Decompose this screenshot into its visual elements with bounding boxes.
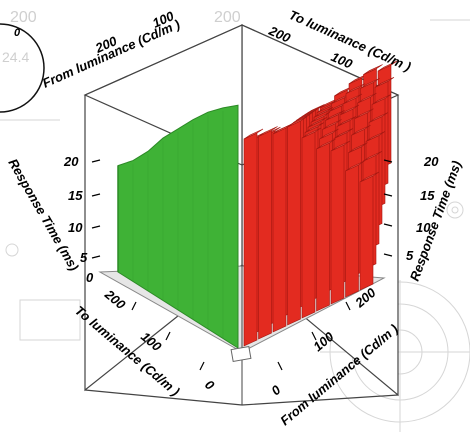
red-bar-top [345,160,365,172]
left-vertical-tick-0: 0 [86,270,94,285]
red-bar-top [374,77,395,88]
red-bar-top [357,92,377,104]
bottom-left-edge [84,389,243,406]
red-bar-top [348,142,368,153]
right-vertical-tick-20: 20 [423,154,439,169]
tick-mark [311,331,317,341]
red-bar-face [330,144,345,305]
red-bar-top [322,119,342,130]
tick-mark [91,255,101,259]
tick-mark [131,301,137,311]
red-bar-face [345,164,359,298]
red-bar-face [287,120,301,326]
tick-mark [383,193,393,197]
red-bar-top [313,107,334,118]
background-mark-2: 200 [214,9,241,26]
red-bar-top [316,138,336,150]
red-bar-top [359,171,380,183]
red-bar-top [371,94,392,105]
right-vertical-tick-10: 10 [416,220,431,235]
tick-mark [383,159,393,163]
red-bar-face [301,131,316,319]
red-bar-face [272,127,287,333]
red-bar-top [345,83,366,94]
background-mark-3: 24.4 [2,49,29,65]
red-bar-top [368,112,389,123]
tick-mark [383,253,393,257]
tick-mark [345,301,351,311]
red-bar-top [365,131,386,142]
red-bar-top [301,127,322,139]
blueprint-hole [451,206,459,214]
right-vertical-tick-15: 15 [420,188,435,203]
red-bar-top [377,60,398,72]
red-bar-top [243,128,264,140]
background-mark-4: 0 [14,27,21,39]
red-bar-face [316,142,330,312]
left-bottom-tick-0: 0 [202,377,218,394]
red-bar-top [339,104,360,116]
left-vertical-tick-20: 20 [63,154,79,169]
red-bar-top [258,126,278,137]
red-bar-top [325,110,345,121]
red-bar-top [354,108,374,120]
left-vertical-tick-5: 5 [80,250,88,265]
red-bar-top [362,150,383,162]
left-vertical-tick-10: 10 [68,220,83,235]
origin-marker [230,345,252,363]
red-data-bars [243,60,398,347]
green-data-block [117,104,239,349]
tick-mark [91,193,101,197]
left-vertical-tick-15: 15 [68,188,83,203]
blueprint-rect [19,299,81,341]
red-bar-face [258,130,272,340]
blueprint-arc [0,23,45,113]
right-bottom-tick-0: 0 [268,382,284,399]
green-surface [117,104,239,349]
tick-mark [199,361,205,371]
blueprint-hole [446,201,464,219]
red-bar-top [287,116,307,128]
red-bar-top [360,78,380,89]
red-bar-top [319,128,339,140]
red-bar-face [243,132,258,347]
blueprint-hole [5,243,19,257]
red-bar-face [359,175,374,291]
red-bar-top [304,122,325,133]
bottom-right-edge [241,394,399,406]
tick-mark [277,361,283,371]
right-vertical-tick-5: 5 [406,248,414,263]
tick-mark [383,223,393,227]
background-mark-1: 200 [10,9,37,26]
tick-mark [165,331,171,341]
tick-mark [91,159,101,163]
left-vertical-axis-label: Response Time (ms) [5,156,81,273]
red-bar-top [342,93,363,105]
red-bar-top [330,140,351,152]
red-bar-top [310,111,331,123]
red-bar-top [333,128,354,139]
red-bar-top [363,64,383,75]
tick-mark [91,225,101,229]
red-bar-top [307,117,328,128]
red-bar-top [351,124,371,136]
tick-marks [91,159,393,371]
red-bar-top [336,116,357,127]
